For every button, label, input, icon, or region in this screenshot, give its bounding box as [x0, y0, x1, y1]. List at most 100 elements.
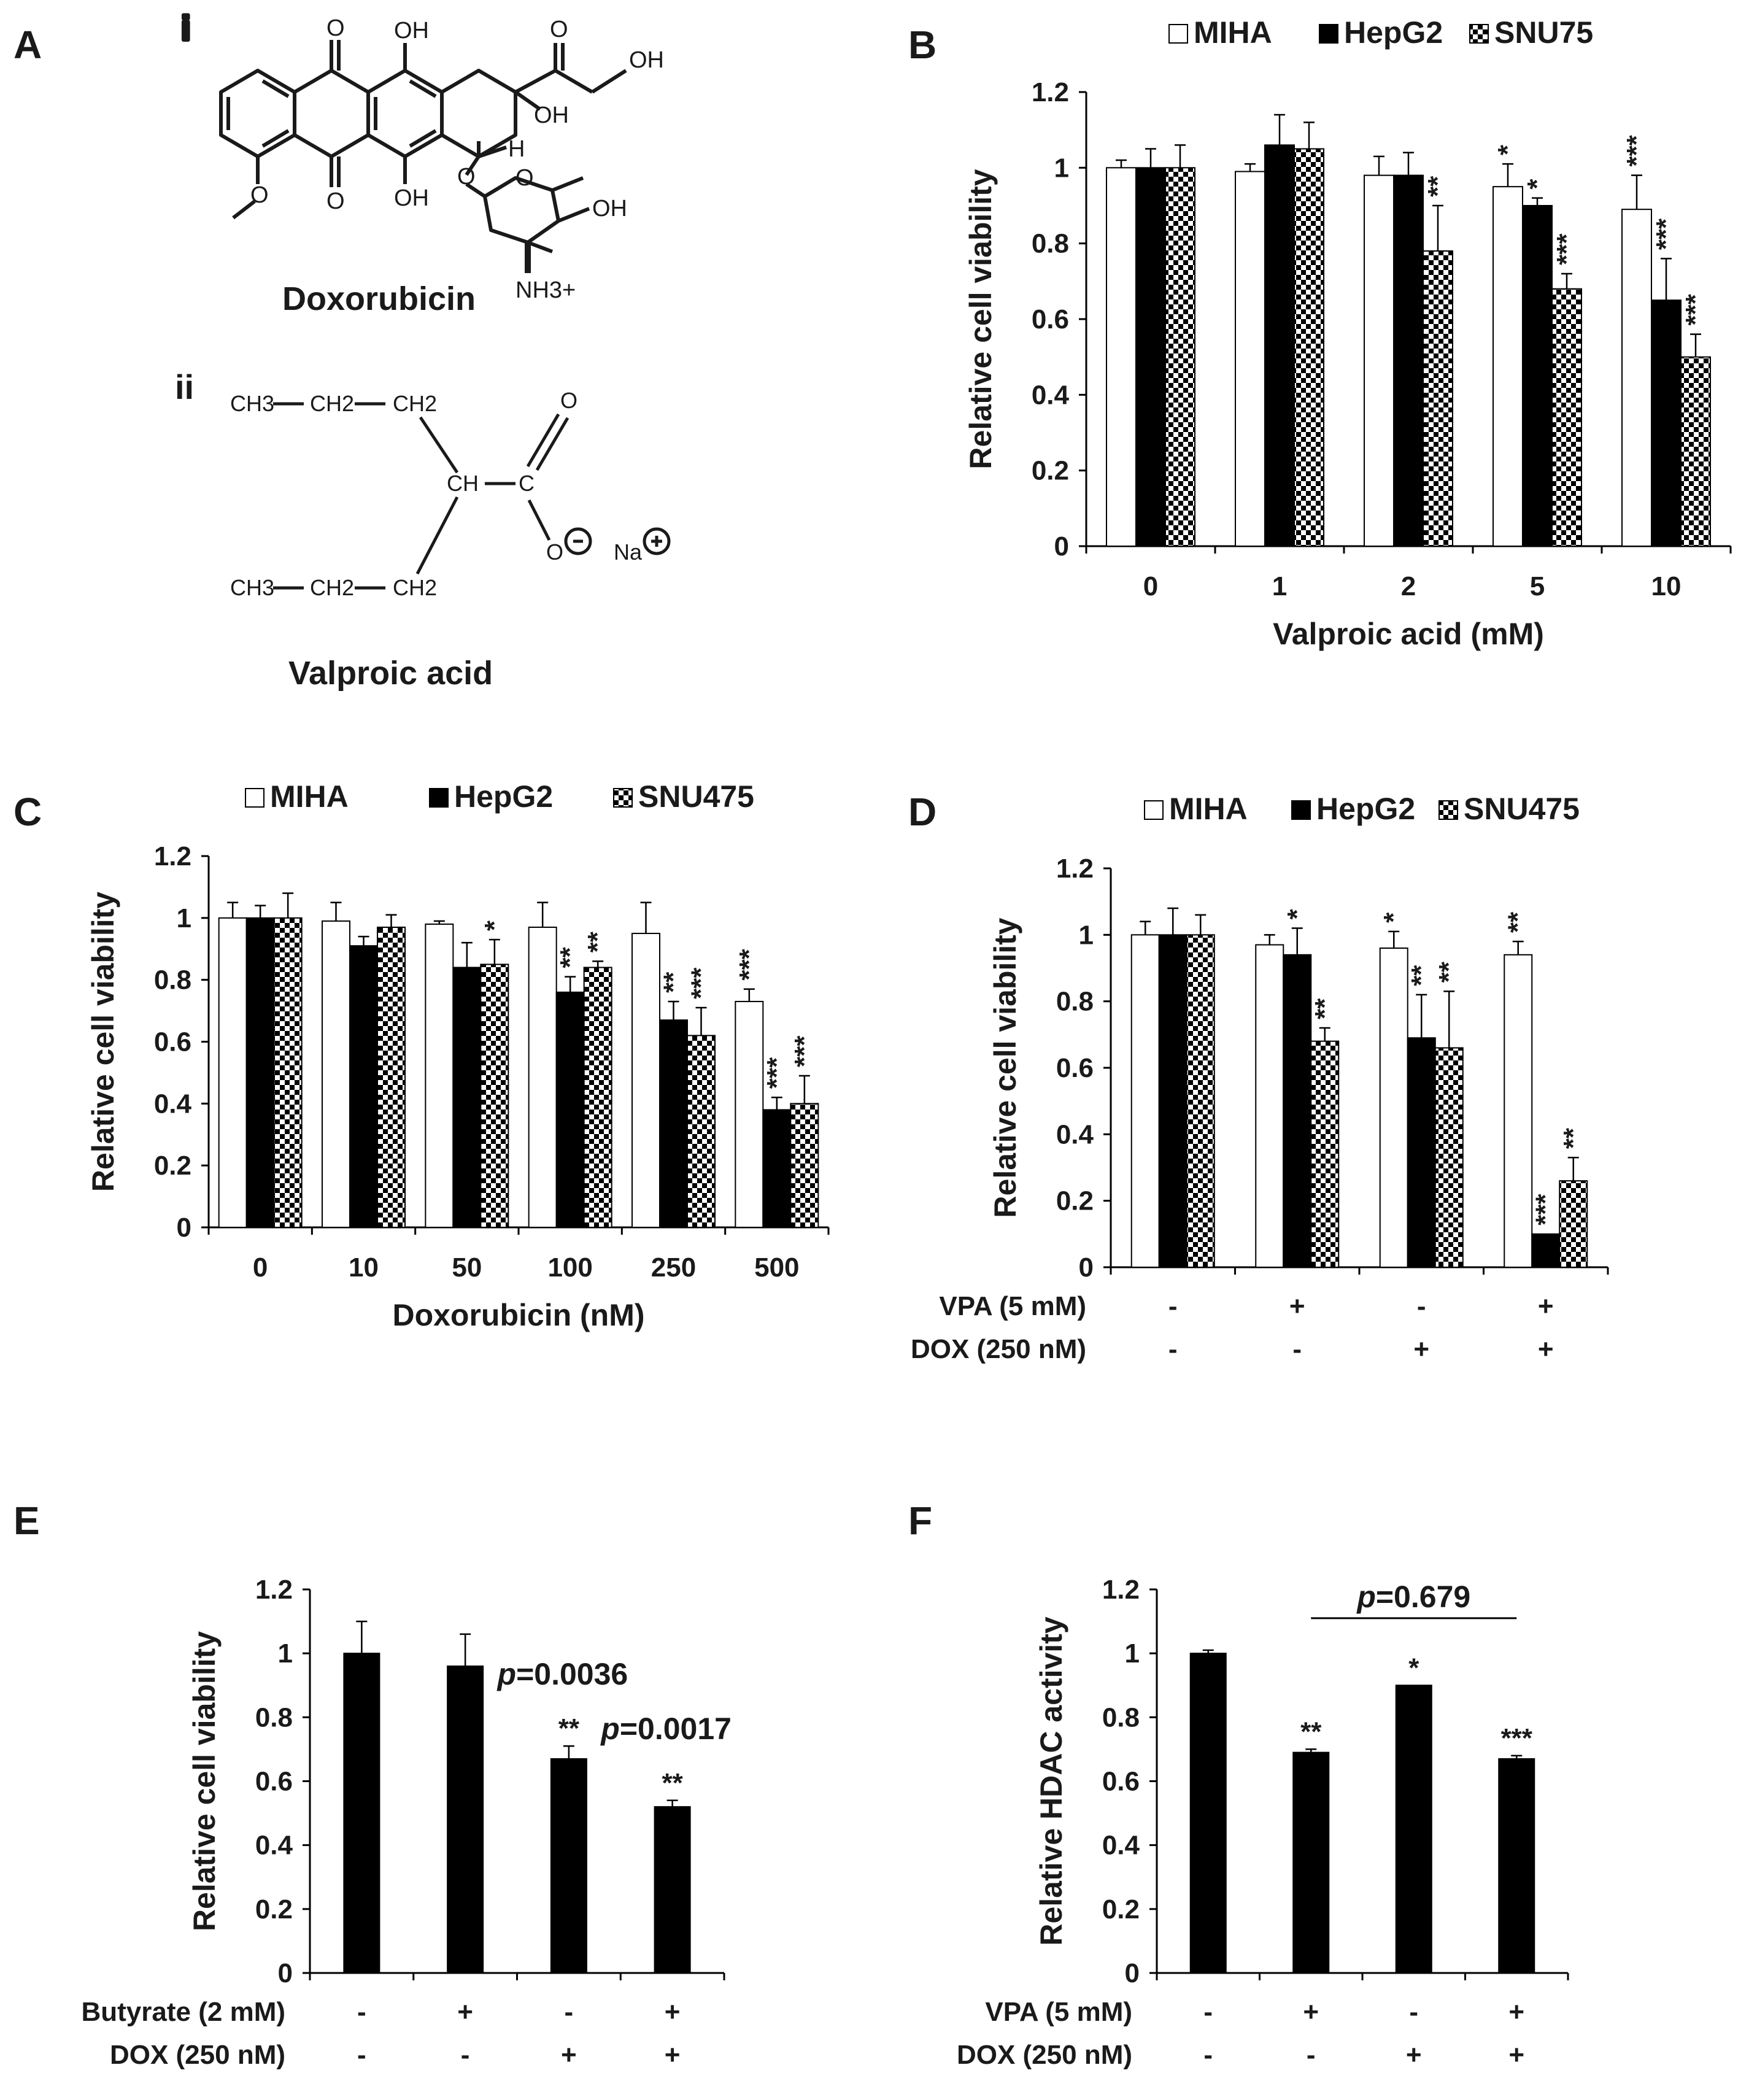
legend-label: HepG2: [1344, 15, 1443, 50]
condition-label: DOX (250 nM): [110, 2040, 285, 2070]
legend-swatch: [1469, 24, 1489, 44]
atom-label: CH3: [230, 391, 274, 416]
y-tick-label: 0.4: [154, 1089, 192, 1119]
significance-mark: *: [1378, 912, 1408, 923]
bar: [762, 1109, 792, 1228]
atom-label: CH2: [310, 391, 354, 416]
y-tick-label: 0.8: [1056, 987, 1094, 1017]
atom-label: O: [546, 539, 563, 565]
condition-value: +: [1508, 1997, 1524, 2027]
bar: [1135, 167, 1166, 547]
bar: [528, 926, 557, 1229]
doxorubicin-atoms: O OH O OH OH O OH H O O O OH NH3+: [250, 15, 664, 303]
bar: [1310, 1040, 1340, 1268]
legend-swatch: [1168, 24, 1188, 44]
legend-label: SNU475: [1464, 792, 1580, 826]
legend-swatch: [1319, 24, 1338, 44]
condition-value: +: [1303, 1997, 1319, 2027]
sub-label-i: i: [181, 9, 191, 47]
x-tick-label: 1: [1272, 571, 1287, 601]
condition-label: DOX (250 nM): [911, 1334, 1086, 1364]
condition-value: +: [1538, 1334, 1554, 1364]
condition-value: -: [357, 1997, 366, 2027]
significance-mark: ***: [1501, 1723, 1533, 1753]
p-value-label: p=0.679: [1356, 1580, 1470, 1614]
x-axis-label: Doxorubicin (nM): [392, 1298, 644, 1332]
y-tick-label: 0: [1079, 1253, 1094, 1283]
x-tick-label: 100: [547, 1253, 592, 1283]
x-tick-label: 0: [1143, 571, 1158, 601]
significance-mark: **: [662, 1768, 684, 1798]
significance-mark: ***: [734, 949, 764, 981]
condition-value: +: [1406, 2040, 1422, 2070]
y-tick-label: 1: [1125, 1639, 1140, 1669]
panel-label-e: E: [14, 1499, 40, 1543]
atom-label: O: [516, 165, 534, 191]
y-tick-label: 0: [1125, 1958, 1140, 1988]
panel-label-b: B: [908, 23, 936, 67]
negative-charge-icon: [564, 527, 592, 555]
legend-label: MIHA: [270, 779, 349, 814]
significance-mark: **: [1310, 998, 1340, 1019]
atom-label: Na: [614, 539, 643, 565]
y-tick-label: 0.2: [1032, 456, 1069, 486]
condition-value: -: [1203, 2040, 1213, 2070]
y-tick-label: 1.2: [1056, 854, 1094, 884]
y-tick-label: 0.6: [1056, 1053, 1094, 1083]
bar: [659, 1019, 688, 1229]
y-axis-label: Relative HDAC activity: [1034, 1616, 1068, 1945]
bar: [1130, 934, 1160, 1268]
atom-label: CH2: [310, 575, 354, 600]
y-axis-label: Relative cell viability: [86, 892, 120, 1192]
bar: [1522, 205, 1553, 547]
condition-value: +: [1538, 1291, 1554, 1321]
y-tick-label: 1: [177, 903, 191, 933]
condition-value: -: [461, 2040, 470, 2070]
significance-mark: ***: [1651, 218, 1681, 250]
legend-label: SNU475: [638, 779, 754, 814]
atom-label: O: [457, 164, 476, 190]
atom-label: CH2: [393, 575, 437, 600]
atom-label: NH3+: [516, 277, 576, 303]
y-tick-label: 0.4: [255, 1831, 293, 1861]
bar: [1680, 356, 1711, 547]
bar: [452, 967, 482, 1228]
condition-value: -: [565, 1997, 574, 2027]
bar: [1492, 186, 1523, 547]
y-tick-label: 0: [177, 1213, 191, 1243]
condition-label: VPA (5 mM): [985, 1997, 1132, 2027]
y-axis-label: Relative cell viability: [988, 917, 1022, 1218]
panel-label-d: D: [908, 790, 936, 834]
significance-mark: **: [1558, 1127, 1588, 1149]
x-tick-label: 500: [754, 1253, 799, 1283]
chart-f: 0 0.2 0.4 0.6 0.8 1 1.2 Relative HDAC activity *…: [957, 1575, 1569, 2070]
significance-mark: **: [1406, 965, 1436, 986]
significance-mark: *: [1282, 909, 1312, 920]
significance-mark: **: [1300, 1716, 1322, 1747]
significance-mark: **: [1423, 176, 1453, 197]
bar: [1294, 148, 1324, 547]
bar: [735, 1000, 764, 1229]
y-tick-label: 1.2: [154, 841, 191, 871]
atom-label: OH: [394, 18, 429, 44]
atom-label: OH: [534, 102, 569, 128]
condition-label: VPA (5 mM): [939, 1291, 1086, 1321]
atom-label: H: [508, 136, 525, 162]
bar: [1165, 167, 1195, 547]
bar: [218, 917, 247, 1229]
y-tick-label: 0: [1054, 531, 1069, 562]
x-tick-label: 2: [1401, 571, 1416, 601]
y-tick-label: 0.8: [255, 1702, 293, 1732]
significance-mark: **: [558, 1713, 580, 1743]
y-tick-label: 0.6: [255, 1767, 293, 1797]
significance-mark: ***: [789, 1035, 819, 1067]
bar: [1255, 944, 1284, 1268]
chart-c: 0 0.2 0.4 0.6 0.8 1 1.2 Relative cell viability…: [86, 779, 830, 1332]
y-tick-label: 0.2: [255, 1894, 293, 1924]
bar: [1651, 299, 1682, 547]
atom-label: C: [519, 471, 535, 496]
y-tick-label: 1.2: [1102, 1575, 1140, 1605]
bar: [425, 923, 454, 1228]
bar: [631, 933, 660, 1228]
y-tick-label: 1: [278, 1639, 293, 1669]
